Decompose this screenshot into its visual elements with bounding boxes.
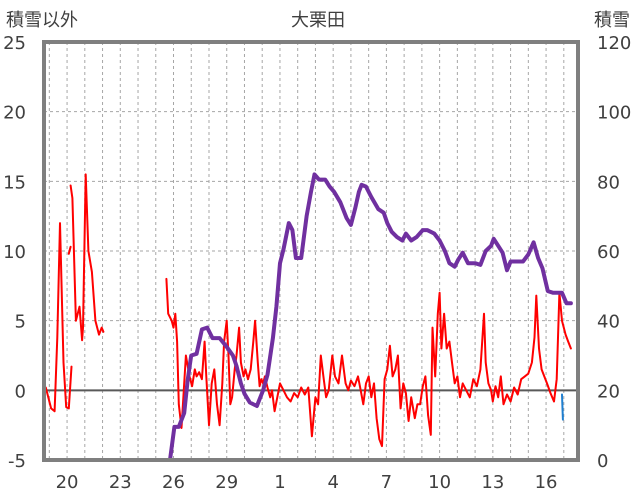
series-0-line-segment-3 bbox=[165, 277, 572, 448]
y-right-tick-label: 20 bbox=[597, 381, 620, 402]
y-right-tick-label: 120 bbox=[597, 33, 631, 54]
series-layer bbox=[42, 172, 573, 462]
x-tick-label: 4 bbox=[327, 472, 338, 493]
x-tick-label: 16 bbox=[535, 472, 558, 493]
x-tick-label: 23 bbox=[109, 472, 132, 493]
x-tick-label: 1 bbox=[274, 472, 285, 493]
y-right-tick-label: 80 bbox=[597, 172, 620, 193]
right-axis-label: 積雪 bbox=[594, 10, 630, 31]
y-left-tick-label: 20 bbox=[3, 103, 26, 124]
x-tick-label: 7 bbox=[381, 472, 392, 493]
series-0-line-segment-2 bbox=[69, 173, 105, 342]
plot-frame bbox=[42, 40, 580, 462]
series-2-line-segment-0 bbox=[561, 393, 564, 421]
series-0-line-segment-0 bbox=[44, 222, 73, 413]
chart-title: 大栗田 bbox=[291, 10, 345, 31]
x-tick-label: 26 bbox=[162, 472, 185, 493]
x-tick-label: 20 bbox=[56, 472, 79, 493]
x-tick-label: 13 bbox=[481, 472, 504, 493]
x-tick-label: 29 bbox=[215, 472, 238, 493]
y-left-tick-labels: -5 0 5 10 15 20 25 bbox=[3, 33, 26, 472]
y-right-tick-label: 0 bbox=[597, 451, 608, 472]
y-left-tick-label: 25 bbox=[3, 33, 26, 54]
y-left-tick-label: 5 bbox=[15, 312, 26, 333]
y-left-tick-label: -5 bbox=[8, 451, 26, 472]
left-axis-label: 積雪以外 bbox=[6, 10, 78, 31]
y-right-tick-label: 100 bbox=[597, 103, 631, 124]
y-right-tick-label: 40 bbox=[597, 312, 620, 333]
x-tick-label: 10 bbox=[428, 472, 451, 493]
y-left-tick-label: 0 bbox=[15, 381, 26, 402]
y-left-tick-label: 15 bbox=[3, 172, 26, 193]
y-right-tick-labels: 0 20 40 60 80 100 120 bbox=[597, 33, 631, 472]
x-tick-labels: 20 23 26 29 1 4 7 10 13 16 bbox=[56, 472, 558, 493]
series-1-line-segment-1 bbox=[157, 172, 573, 462]
y-left-tick-label: 10 bbox=[3, 242, 26, 263]
series-0-line-segment-1 bbox=[67, 245, 72, 255]
y-right-tick-label: 60 bbox=[597, 242, 620, 263]
